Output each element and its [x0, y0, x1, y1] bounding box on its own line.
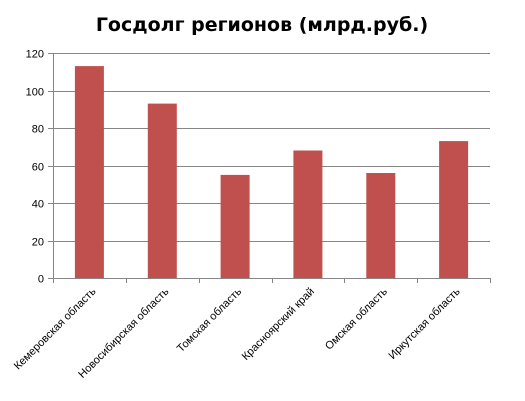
bar: [74, 66, 104, 278]
gridlines: [53, 53, 490, 242]
y-tick-label: 100: [26, 87, 44, 99]
bars: [74, 66, 469, 278]
axes: [53, 53, 490, 279]
y-tick-label: 20: [32, 237, 44, 249]
bar: [220, 174, 250, 278]
chart-title: Госдолг регионов (млрд.руб.): [96, 14, 428, 36]
x-tick-label: Кемеровская область: [12, 285, 99, 372]
y-tick-label: 0: [38, 274, 44, 286]
x-tick-label: Томская область: [175, 285, 244, 354]
bar: [293, 150, 323, 278]
y-tick-label: 40: [32, 199, 44, 211]
x-tick-label: Омская область: [323, 285, 390, 352]
y-tick-label: 80: [32, 124, 44, 136]
y-tick-labels: 0 20 40 60 80 100 120: [26, 49, 53, 286]
x-tick-label: Иркутская область: [386, 285, 462, 361]
y-tick-label: 60: [32, 162, 44, 174]
bar: [366, 173, 396, 278]
bar: [147, 103, 177, 278]
bar: [439, 141, 469, 278]
y-tick-label: 120: [26, 49, 44, 61]
x-tick-label: Красноярский край: [240, 286, 317, 363]
